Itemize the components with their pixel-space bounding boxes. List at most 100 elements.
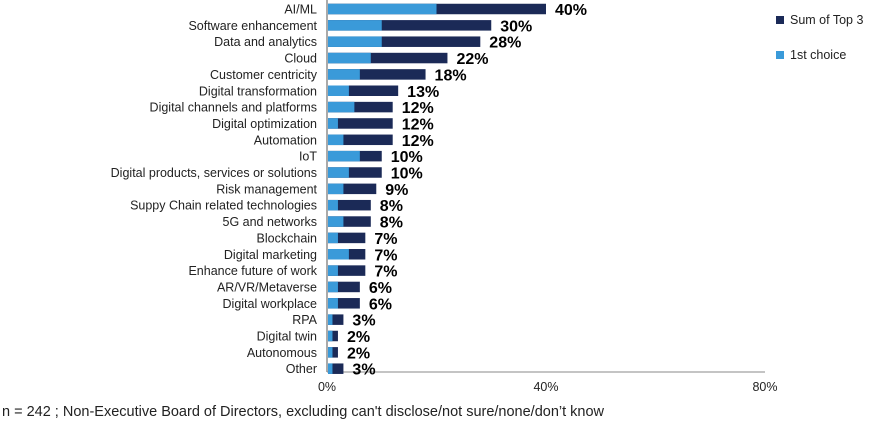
bar-first-choice-digital-transformation	[328, 85, 349, 96]
bar-sum-top3-suppy-chain-related-technologies	[328, 199, 371, 211]
bar-sum-top3-digital-transformation	[328, 85, 399, 96]
category-label-digital-products-services-or-solutions: Digital products, services or solutions	[111, 166, 317, 180]
category-label-digital-marketing: Digital marketing	[224, 248, 317, 262]
value-label-rpa: 3%	[352, 313, 375, 330]
legend-item-sum-top3: Sum of Top 3	[776, 10, 880, 30]
bar-first-choice-software-enhancement	[328, 20, 382, 31]
category-label-autonomous: Autonomous	[247, 346, 317, 360]
value-label-risk-management: 9%	[385, 182, 408, 199]
bar-sum-top3-blockchain	[328, 232, 366, 244]
bar-sum-top3-ai-ml	[328, 3, 546, 15]
bar-first-choice-digital-marketing	[328, 249, 349, 260]
category-label-customer-centricity: Customer centricity	[210, 68, 318, 82]
bar-first-choice-suppy-chain-related-technologies	[328, 199, 338, 211]
category-label-blockchain: Blockchain	[257, 231, 317, 245]
bars-layer	[328, 3, 546, 374]
category-label-automation: Automation	[254, 133, 317, 147]
bar-sum-top3-digital-channels-and-platforms	[328, 101, 393, 113]
bar-first-choice-digital-optimization	[328, 118, 338, 129]
x-tick-label-1: 40%	[533, 380, 558, 394]
bar-sum-top3-autonomous	[328, 347, 338, 358]
bar-sum-top3-data-and-analytics	[328, 36, 481, 47]
category-label-data-and-analytics: Data and analytics	[214, 35, 317, 49]
bar-first-choice-digital-twin	[328, 330, 333, 342]
value-label-digital-twin: 2%	[347, 329, 370, 346]
category-label-digital-twin: Digital twin	[257, 330, 317, 344]
legend-label-sum-top3: Sum of Top 3	[790, 13, 864, 27]
bar-first-choice-enhance-future-of-work	[328, 265, 338, 276]
bar-sum-top3-risk-management	[328, 183, 377, 195]
bar-sum-top3-software-enhancement	[328, 20, 492, 31]
value-label-autonomous: 2%	[347, 345, 370, 362]
category-label-digital-channels-and-platforms: Digital channels and platforms	[150, 101, 317, 115]
value-label-other: 3%	[352, 362, 375, 379]
value-label-5g-and-networks: 8%	[380, 215, 403, 232]
legend-swatch-first-choice	[776, 51, 784, 59]
value-label-ar-vr-metaverse: 6%	[369, 280, 392, 297]
bar-first-choice-digital-channels-and-platforms	[328, 101, 355, 113]
value-label-iot: 10%	[391, 149, 423, 166]
bar-first-choice-5g-and-networks	[328, 216, 344, 227]
value-label-ai-ml: 40%	[555, 2, 587, 19]
category-label-digital-workplace: Digital workplace	[223, 297, 318, 311]
x-tick-label-0: 0%	[318, 380, 336, 394]
value-label-digital-transformation: 13%	[407, 84, 439, 101]
legend-swatch-sum-top3	[776, 16, 784, 24]
bar-sum-top3-5g-and-networks	[328, 216, 371, 227]
category-label-5g-and-networks: 5G and networks	[223, 215, 318, 229]
value-label-digital-marketing: 7%	[374, 247, 397, 264]
bar-first-choice-autonomous	[328, 347, 333, 358]
bar-first-choice-automation	[328, 134, 344, 146]
value-label-blockchain: 7%	[374, 231, 397, 248]
value-label-digital-workplace: 6%	[369, 296, 392, 313]
bar-first-choice-rpa	[328, 314, 333, 325]
value-label-digital-products-services-or-solutions: 10%	[391, 166, 423, 183]
value-label-suppy-chain-related-technologies: 8%	[380, 198, 403, 215]
category-label-cloud: Cloud	[284, 52, 317, 66]
bar-first-choice-other	[328, 363, 333, 374]
value-label-customer-centricity: 18%	[435, 67, 467, 84]
value-label-software-enhancement: 30%	[500, 18, 532, 35]
category-label-rpa: RPA	[292, 313, 317, 327]
bar-sum-top3-rpa	[328, 314, 344, 325]
bar-first-choice-ar-vr-metaverse	[328, 281, 338, 293]
bar-first-choice-iot	[328, 150, 360, 162]
bar-first-choice-blockchain	[328, 232, 338, 244]
bar-sum-top3-digital-optimization	[328, 118, 393, 129]
bar-first-choice-ai-ml	[328, 3, 437, 15]
value-label-automation: 12%	[402, 133, 434, 150]
category-label-risk-management: Risk management	[216, 182, 317, 196]
category-label-ai-ml: AI/ML	[284, 3, 317, 17]
value-label-digital-channels-and-platforms: 12%	[402, 100, 434, 117]
category-label-digital-transformation: Digital transformation	[199, 84, 317, 98]
category-label-iot: IoT	[299, 150, 317, 164]
value-label-enhance-future-of-work: 7%	[374, 264, 397, 281]
category-label-digital-optimization: Digital optimization	[212, 117, 317, 131]
bar-sum-top3-cloud	[328, 52, 448, 64]
bar-sum-top3-ar-vr-metaverse	[328, 281, 360, 293]
bar-first-choice-cloud	[328, 52, 371, 64]
bar-sum-top3-digital-workplace	[328, 298, 360, 309]
x-tick-label-2: 80%	[752, 380, 777, 394]
value-label-digital-optimization: 12%	[402, 116, 434, 133]
bar-first-choice-digital-products-services-or-solutions	[328, 167, 349, 178]
category-label-ar-vr-metaverse: AR/VR/Metaverse	[217, 280, 317, 294]
labels-layer: AI/ML 40% Software enhancement 30% Data and …	[111, 2, 587, 379]
bar-first-choice-customer-centricity	[328, 69, 360, 80]
bar-sum-top3-digital-twin	[328, 330, 338, 342]
footnote: n = 242 ; Non-Executive Board of Directo…	[2, 404, 605, 420]
bar-first-choice-data-and-analytics	[328, 36, 382, 47]
legend-label-first-choice: 1st choice	[790, 48, 847, 62]
bar-first-choice-digital-workplace	[328, 298, 338, 309]
legend: Sum of Top 3 1st choice	[776, 10, 880, 80]
category-label-enhance-future-of-work: Enhance future of work	[188, 264, 317, 278]
value-label-cloud: 22%	[456, 51, 488, 68]
category-label-other: Other	[286, 362, 317, 376]
bar-sum-top3-digital-products-services-or-solutions	[328, 167, 382, 178]
category-label-suppy-chain-related-technologies: Suppy Chain related technologies	[130, 199, 317, 213]
value-label-data-and-analytics: 28%	[489, 35, 521, 52]
ticks-layer: 0% 40% 80%	[318, 380, 778, 394]
bar-sum-top3-customer-centricity	[328, 69, 426, 80]
